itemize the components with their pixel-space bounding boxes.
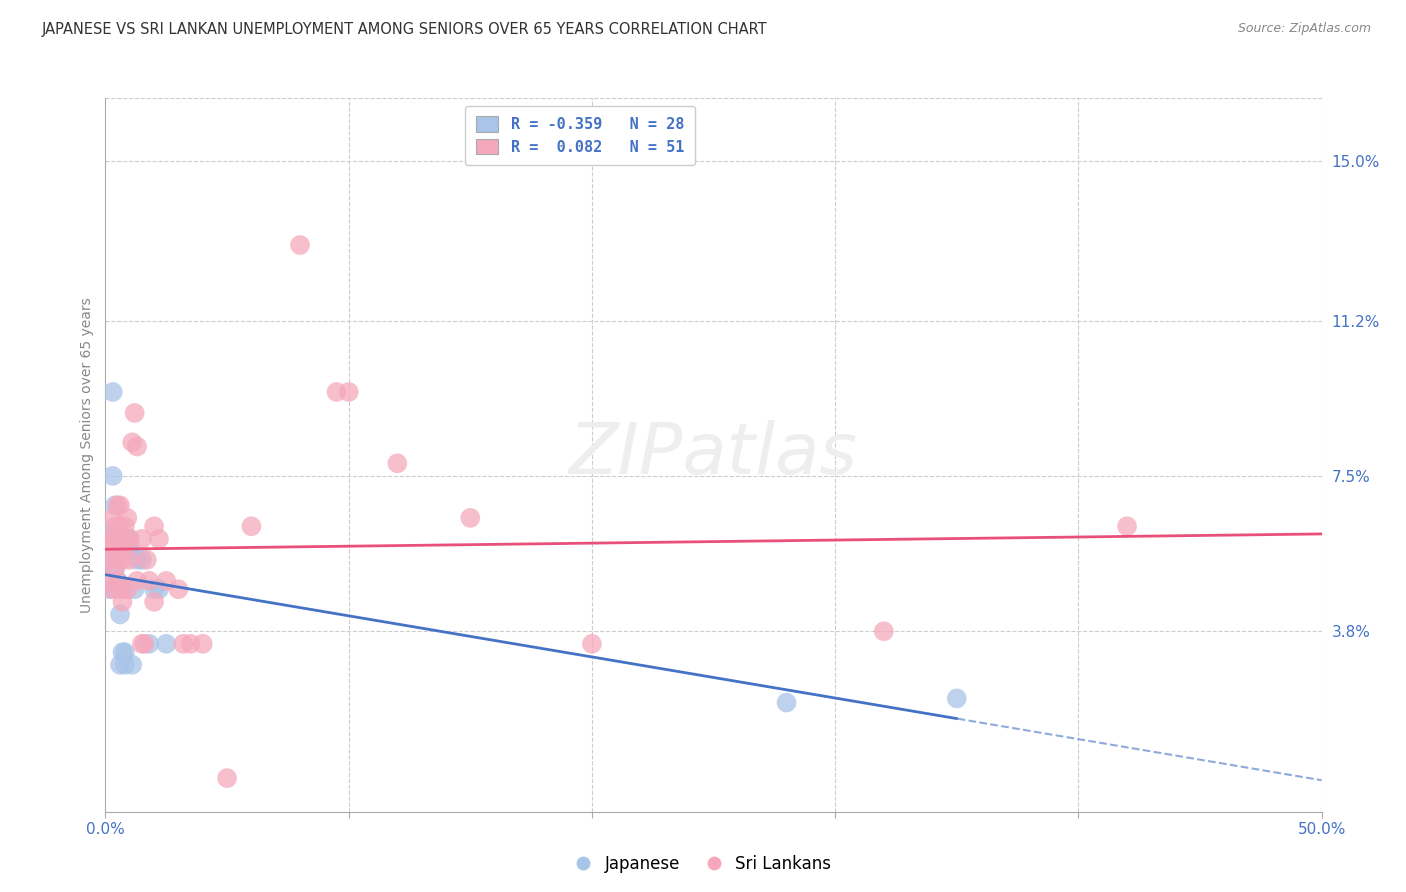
Point [155,574,177,588]
Point [581,637,603,651]
Point [111,541,134,555]
Point [101,582,124,597]
Point [217,771,239,785]
Point [117,532,139,546]
Point [107,498,129,512]
Point [111,553,134,567]
Point [135,553,157,567]
Point [143,519,166,533]
Point [945,691,967,706]
Point [180,637,202,651]
Point [101,511,124,525]
Point [337,384,360,399]
Point [104,561,127,575]
Point [117,582,139,597]
Text: Source: ZipAtlas.com: Source: ZipAtlas.com [1237,22,1371,36]
Point [131,637,153,651]
Point [107,574,129,588]
Point [125,574,148,588]
Point [125,440,148,454]
Point [111,645,134,659]
Point [97,527,120,541]
Point [108,519,131,533]
Point [124,582,146,597]
Point [118,541,141,555]
Point [172,637,194,651]
Legend: Japanese, Sri Lankans: Japanese, Sri Lankans [568,848,838,880]
Point [97,553,120,567]
Point [107,532,129,546]
Point [121,657,143,672]
Point [134,637,156,651]
Point [104,498,127,512]
Point [114,519,136,533]
Legend: R = -0.359   N = 28, R =  0.082   N = 51: R = -0.359 N = 28, R = 0.082 N = 51 [465,106,695,165]
Y-axis label: Unemployment Among Seniors over 65 years: Unemployment Among Seniors over 65 years [80,297,94,613]
Point [125,553,148,567]
Text: ZIPatlas: ZIPatlas [569,420,858,490]
Point [108,607,131,622]
Point [107,574,129,588]
Point [148,582,170,597]
Point [191,637,214,651]
Point [114,657,136,672]
Point [143,595,166,609]
Point [114,532,136,546]
Point [155,637,177,651]
Point [167,582,190,597]
Point [107,553,129,567]
Point [873,624,896,639]
Point [288,238,311,252]
Point [98,541,121,555]
Point [111,582,134,597]
Point [114,645,136,659]
Point [143,582,166,597]
Point [108,498,131,512]
Point [108,657,131,672]
Point [98,582,121,597]
Point [101,384,124,399]
Point [148,532,170,546]
Point [104,561,127,575]
Point [101,469,124,483]
Point [1116,519,1139,533]
Point [98,553,121,567]
Point [131,532,153,546]
Point [101,532,124,546]
Point [118,532,141,546]
Point [138,637,160,651]
Point [124,406,146,420]
Point [121,435,143,450]
Point [775,696,797,710]
Point [118,532,141,546]
Point [111,595,134,609]
Text: JAPANESE VS SRI LANKAN UNEMPLOYMENT AMONG SENIORS OVER 65 YEARS CORRELATION CHAR: JAPANESE VS SRI LANKAN UNEMPLOYMENT AMON… [42,22,768,37]
Point [240,519,263,533]
Point [97,574,120,588]
Point [118,553,141,567]
Point [387,456,409,470]
Point [104,519,127,533]
Point [138,574,160,588]
Point [131,553,153,567]
Point [108,582,131,597]
Point [98,532,121,546]
Point [458,511,481,525]
Point [117,511,139,525]
Point [325,384,347,399]
